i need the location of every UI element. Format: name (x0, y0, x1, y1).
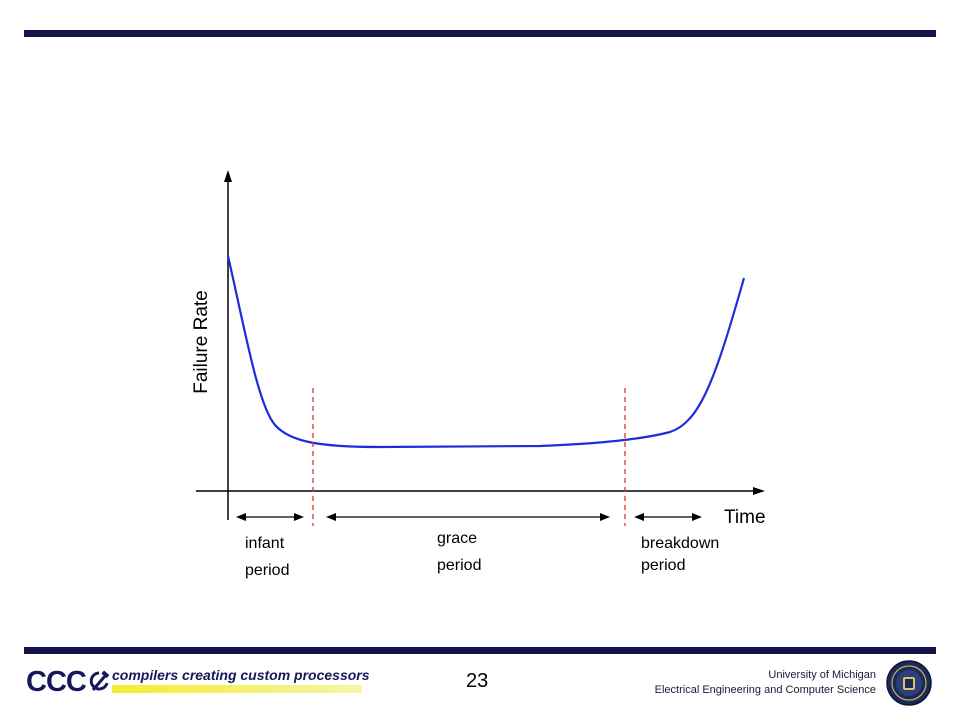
infant-label-line1: infant (245, 535, 285, 552)
grace-label-line1: grace (437, 530, 477, 547)
x-axis-arrowhead (753, 487, 765, 495)
tagline: compilers creating custom processors (112, 667, 370, 683)
bathtub-curve-diagram: Failure Rate Time infant period grace pe… (191, 170, 766, 579)
infant-span-arrow (236, 513, 304, 521)
infant-label-line2: period (245, 562, 289, 579)
affiliation-department: Electrical Engineering and Computer Scie… (654, 684, 876, 696)
grace-label-line2: period (437, 557, 481, 574)
y-axis-label: Failure Rate (191, 290, 212, 394)
affiliation-university: University of Michigan (768, 669, 876, 681)
tagline-highlight-bar (112, 685, 362, 693)
page-number: 23 (466, 670, 489, 692)
failure-rate-curve (226, 255, 746, 449)
ccc-logo-text: CCC (26, 666, 87, 698)
breakdown-label-line1: breakdown (641, 535, 719, 552)
hammer-sickle-icon (89, 670, 110, 691)
breakdown-span-arrow (634, 513, 702, 521)
y-axis-arrowhead (224, 170, 232, 182)
bottom-rule (24, 647, 936, 654)
ccc-logo: CCC compilers creating custom processors (26, 664, 370, 700)
breakdown-label-line2: period (641, 557, 685, 574)
x-axis-label: Time (724, 507, 766, 528)
top-rule (24, 30, 936, 37)
grace-span-arrow (326, 513, 610, 521)
university-seal-icon (886, 660, 932, 706)
affiliation: University of Michigan Electrical Engine… (655, 668, 876, 698)
